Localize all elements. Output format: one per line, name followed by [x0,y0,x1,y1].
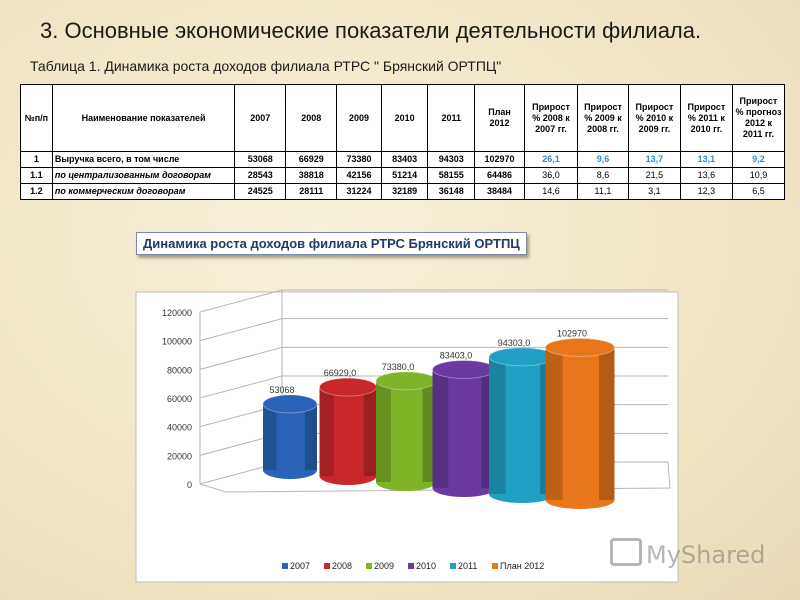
table-cell: 3,1 [627,183,681,200]
col-header: 2010 [380,84,429,152]
bar [545,337,615,509]
legend-swatch [366,563,372,569]
data-label: 94303,0 [498,338,531,348]
bar [319,377,377,485]
bar [375,371,437,491]
bar-body [376,380,436,491]
legend-label: 2011 [458,561,477,571]
bar-top [432,359,496,379]
table-cell: 12,3 [679,183,733,200]
bar-top [545,337,615,357]
bar-body [263,403,317,479]
watermark: MyShared [610,538,765,569]
legend-label: 2010 [416,561,436,571]
bar [432,359,496,497]
col-header: Прирост % 2008 к 2007 гг. [523,84,579,152]
bar-top [488,347,556,367]
bar-body [545,347,615,509]
col-header: Прирост % 2009 к 2008 гг. [577,84,629,152]
legend-swatch [408,563,414,569]
bar-shade [432,369,449,488]
y-tick-label: 60000 [167,394,192,404]
y-tick-label: 120000 [162,308,192,318]
legend-swatch [450,563,456,569]
bar [262,394,318,479]
col-header: 2009 [336,84,382,152]
bar-shade [319,387,334,476]
data-label: 83403,0 [440,350,473,360]
bar-body [319,387,377,485]
col-header: Прирост % 2010 к 2009 гг. [627,84,681,152]
page-title: 3. Основные экономические показатели дея… [40,18,702,43]
bar-shade [545,347,563,500]
y-tick-label: 80000 [167,365,192,375]
col-header: Прирост % 2011 к 2010 гг. [679,84,733,152]
bar-top [375,371,437,391]
table-row: 1.2 по коммерческим договорам 24525 28111 31… [20,183,786,200]
table-cell: 24525 [234,183,287,200]
table-cell: 6,5 [731,183,786,200]
bar-body [432,369,496,497]
col-header: 2011 [427,84,476,152]
data-label: 53068 [269,385,294,395]
legend-label: 2007 [290,561,310,571]
data-label: 66929,0 [324,368,357,378]
data-label: 102970 [557,328,587,338]
col-header: Прирост % прогноз 2012 к 2011 гг. [731,84,786,152]
chart-title: Динамика роста доходов филиала РТРС Брян… [136,232,527,255]
table-cell: 1.2 [20,183,53,200]
col-header: №п/п [20,84,53,152]
bar-body [489,356,555,503]
table-cell: 11,1 [577,183,629,200]
data-label: 73380,0 [382,362,415,372]
revenue-table: №п/п Наименование показателей 2007 2008 … [20,84,786,200]
bar-shade [376,380,391,482]
legend-label: 2009 [374,561,394,571]
y-tick-label: 20000 [167,451,192,461]
legend-label: План 2012 [500,561,544,571]
table-header-row: №п/п Наименование показателей 2007 2008 … [20,84,786,152]
col-header: 2008 [285,84,338,152]
bar-shade [489,356,506,494]
table-cell: 36148 [427,183,476,200]
bar-shade [304,403,317,470]
bar [488,347,556,503]
legend-swatch [324,563,330,569]
y-tick-label: 100000 [162,337,192,347]
y-tick-label: 40000 [167,423,192,433]
bar-shade [598,347,615,500]
watermark-logo-icon [610,538,642,566]
y-tick-label: 0 [187,480,192,490]
legend-swatch [282,563,288,569]
bar-shade [363,387,377,476]
col-header: Наименование показателей [51,84,236,152]
table-caption: Таблица 1. Динамика роста доходов филиал… [30,58,502,74]
table-cell: 14,6 [523,183,579,200]
bar-top [262,394,318,414]
legend-swatch [492,563,498,569]
watermark-text: MyShared [646,541,766,569]
legend-label: 2008 [332,561,352,571]
bar-shade [263,403,277,470]
table-cell: 38484 [474,183,525,200]
bar-top [319,377,377,397]
table-cell: 28111 [285,183,338,200]
